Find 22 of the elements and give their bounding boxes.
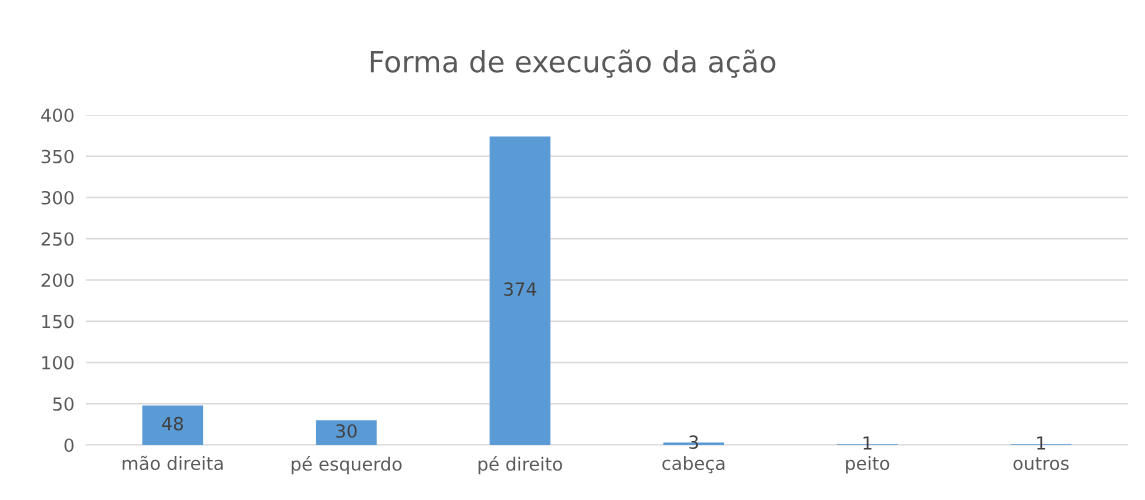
y-tick-label: 100 <box>42 355 74 370</box>
bar <box>142 405 204 445</box>
y-tick-label: 400 <box>41 108 74 123</box>
x-tick-label: cabeça <box>662 456 725 474</box>
bar <box>315 420 377 445</box>
y-tick-label: 350 <box>41 149 74 164</box>
bar <box>489 136 551 445</box>
y-tick-label: 300 <box>41 190 74 205</box>
x-tick-label: mão direita <box>122 455 223 471</box>
x-tick-label: pé direito <box>478 456 563 475</box>
y-tick-label: 250 <box>41 232 74 246</box>
x-tick-label: peito <box>846 456 890 474</box>
y-tick-label: 200 <box>41 273 74 288</box>
x-tick-label: outros <box>1013 457 1069 471</box>
x-tick-label: pé esquerdo <box>291 456 402 475</box>
y-tick-label: 0 <box>64 438 74 453</box>
data-label: 374 <box>504 282 537 296</box>
chart-title: Forma de execução da ação <box>370 49 776 78</box>
data-label: 48 <box>162 416 183 431</box>
y-tick-label: 150 <box>42 314 74 329</box>
y-tick-label: 50 <box>53 397 74 411</box>
data-label: 30 <box>336 424 357 438</box>
